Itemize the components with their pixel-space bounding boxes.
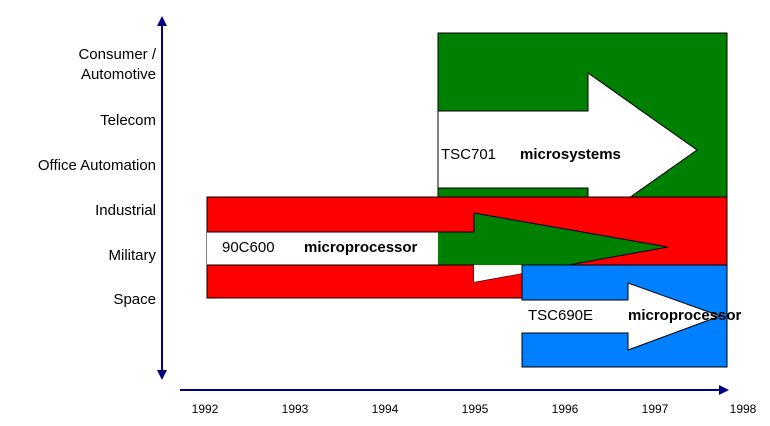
year-label: 1997 [642, 402, 669, 416]
year-label: 1996 [552, 402, 579, 416]
year-label: 1993 [282, 402, 309, 416]
blue-arrow [521, 282, 722, 351]
green-arrow [437, 72, 698, 228]
y-label: Industrial [95, 202, 156, 219]
year-label: 1994 [372, 402, 399, 416]
y-label: Office Automation [38, 157, 156, 174]
year-label: 1992 [192, 402, 219, 416]
y-label: Military [109, 247, 157, 264]
product-kind: microprocessor [628, 307, 742, 324]
red-arrow-body [207, 232, 438, 265]
y-label: Automotive [81, 66, 156, 83]
year-label: 1998 [730, 402, 757, 416]
y-label: Telecom [100, 112, 156, 129]
y-label: Consumer / [78, 46, 156, 63]
product-code: TSC690E [528, 307, 593, 324]
product-kind: microprocessor [304, 239, 418, 256]
product-kind: microsystems [520, 146, 621, 163]
blue-arrow-edge [521, 300, 524, 333]
product-code: TSC701 [441, 146, 496, 163]
product-code: 90C600 [222, 239, 275, 256]
year-label: 1995 [462, 402, 489, 416]
y-label: Space [113, 291, 156, 308]
